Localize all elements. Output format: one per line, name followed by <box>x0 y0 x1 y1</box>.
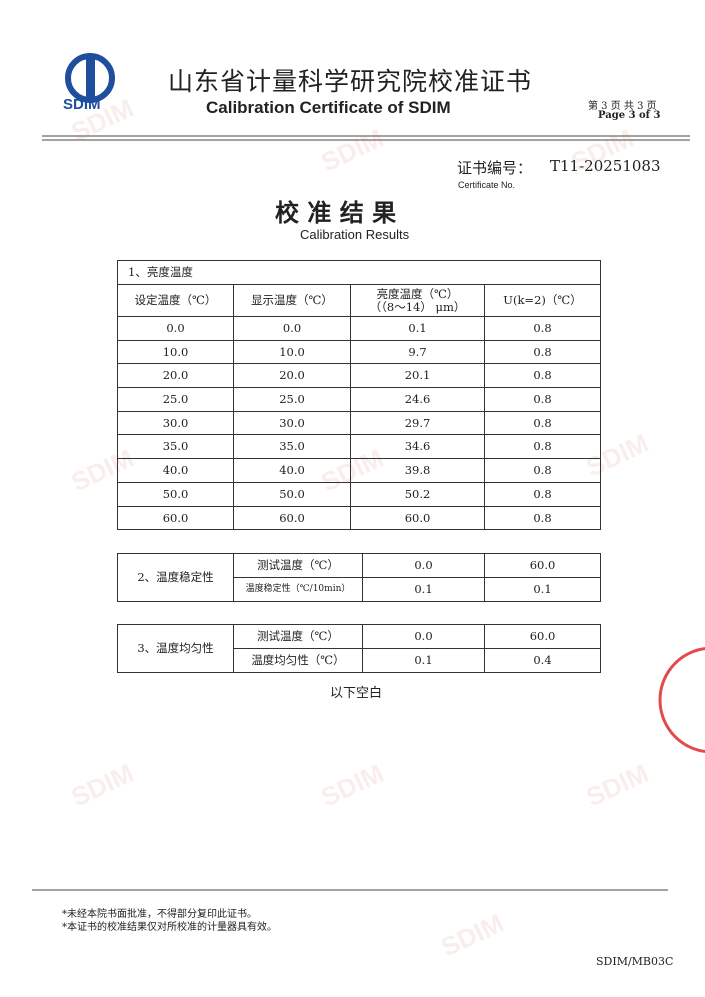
data-row: 25.0 25.0 24.6 0.8 <box>117 387 602 412</box>
cell: 0.0 <box>233 316 351 341</box>
cell: 0.8 <box>483 481 602 507</box>
data-row: 温度稳定性（℃/10min） 0.1 0.1 <box>118 577 601 602</box>
data-row: 60.0 60.0 60.0 0.8 <box>117 505 602 531</box>
header-row: 设定温度（℃） 显示温度（℃） 亮度温度（℃） （（8～14） μm） U(k=2)（℃… <box>117 284 602 317</box>
blank-note: 以下空白 <box>330 686 383 701</box>
data-row: 20.0 20.0 20.1 0.8 <box>117 363 602 389</box>
section-title: 校 准 结 果 <box>275 198 397 227</box>
data-row: 温度均匀性（℃） 0.1 0.4 <box>118 648 601 673</box>
table: 2、温度稳定性 测试温度（℃） 0.0 60.0 温度稳定性（℃/10min） 0.1 0.… <box>117 553 601 602</box>
header-cell: 亮度温度（℃） （（8～14） μm） <box>350 284 485 317</box>
cell: 39.8 <box>350 458 485 483</box>
stamp <box>658 646 705 754</box>
page-cn: 第 3 页 共 3 页 <box>588 101 657 112</box>
header-line: 亮度温度（℃） <box>376 286 459 301</box>
cell: 20.0 <box>117 363 234 389</box>
header-cell: 显示温度（℃） <box>233 284 351 317</box>
page-en: Page 3 of 3 <box>598 110 661 121</box>
footer-note: *未经本院书面批准，不得部分复印此证书。 <box>62 909 257 920</box>
title-row: 1、亮度温度 <box>116 260 602 285</box>
cell: 0.0 <box>362 553 485 578</box>
cell: 温度均匀性（℃） <box>233 648 363 673</box>
cell: 30.0 <box>233 410 351 436</box>
header-cell: 设定温度（℃） <box>117 284 234 317</box>
cell: 0.8 <box>483 505 602 531</box>
data-row: 3、温度均匀性 测试温度（℃） 0.0 60.0 <box>117 624 601 673</box>
cell: 30.0 <box>117 410 234 436</box>
data-row: 10.0 10.0 9.7 0.8 <box>117 339 602 365</box>
cell: 0.0 <box>117 316 234 341</box>
cell: 0.8 <box>483 363 602 389</box>
cell: 温度稳定性（℃/10min） <box>233 577 363 602</box>
cell: 25.0 <box>233 387 351 412</box>
data-row: 2、温度稳定性 测试温度（℃） 0.0 60.0 <box>117 553 601 602</box>
cell: 0.1 <box>350 316 485 341</box>
cell: 50.2 <box>350 481 485 507</box>
cell: 10.0 <box>117 339 234 365</box>
cell: 60.0 <box>233 505 351 531</box>
title-cn: 山东省计量科学研究院校准证书 <box>168 67 533 96</box>
logo <box>65 53 115 103</box>
cell: 29.7 <box>350 410 485 436</box>
cell: 20.1 <box>350 363 485 389</box>
cell: 34.6 <box>350 434 485 460</box>
cell: 0.8 <box>483 410 602 436</box>
cell: 60.0 <box>484 624 601 649</box>
cert-label: 证书编号： <box>457 159 533 177</box>
table: 1、亮度温度 设定温度（℃） 显示温度（℃） 亮度温度（℃） （（8～14） μm） U(… <box>116 260 602 531</box>
cell: 35.0 <box>117 434 234 460</box>
cell: 0.8 <box>483 316 602 341</box>
cell: 0.8 <box>483 434 602 460</box>
cell: 60.0 <box>484 553 601 578</box>
header-line: （（8～14） μm） <box>369 299 466 314</box>
cell: 40.0 <box>233 458 351 483</box>
cell: 60.0 <box>350 505 485 531</box>
cell: 0.8 <box>483 339 602 365</box>
cell: 0.8 <box>483 458 602 483</box>
row-label: 3、温度均匀性 <box>117 624 234 673</box>
cell: 10.0 <box>233 339 351 365</box>
title-en: Calibration Certificate of SDIM <box>206 98 451 117</box>
cell: 60.0 <box>117 505 234 531</box>
cell: 测试温度（℃） <box>233 553 363 578</box>
cell: 0.1 <box>362 577 485 602</box>
table-title: 1、亮度温度 <box>116 260 602 285</box>
cell: 40.0 <box>117 458 234 483</box>
data-row: 30.0 30.0 29.7 0.8 <box>117 410 602 436</box>
cell: 50.0 <box>233 481 351 507</box>
cell: 20.0 <box>233 363 351 389</box>
data-row: 40.0 40.0 39.8 0.8 <box>117 458 602 483</box>
cell: 24.6 <box>350 387 485 412</box>
cell: 50.0 <box>117 481 234 507</box>
cell: 0.0 <box>362 624 485 649</box>
data-row: 35.0 35.0 34.6 0.8 <box>117 434 602 460</box>
cell: 9.7 <box>350 339 485 365</box>
cell: 0.8 <box>483 387 602 412</box>
cell: 0.4 <box>484 648 601 673</box>
data-row: 0.0 0.0 0.1 0.8 <box>117 316 602 341</box>
row-label: 2、温度稳定性 <box>117 553 234 602</box>
cell: 35.0 <box>233 434 351 460</box>
table: 3、温度均匀性 测试温度（℃） 0.0 60.0 温度均匀性（℃） 0.1 0.4 <box>117 624 601 673</box>
cert-label-en: Certificate No. <box>458 180 516 190</box>
logo-text: SDIM <box>63 96 101 113</box>
cell: 测试温度（℃） <box>233 624 363 649</box>
footer-note: *本证书的校准结果仅对所校准的计量器具有效。 <box>62 922 277 933</box>
cell: 0.1 <box>362 648 485 673</box>
cell: 0.1 <box>484 577 601 602</box>
header-cell: U(k=2)（℃） <box>483 284 602 317</box>
data-row: 50.0 50.0 50.2 0.8 <box>117 481 602 507</box>
cert-no: T11-20251083 <box>550 157 661 175</box>
form-code: SDIM/MB03C <box>596 955 674 968</box>
cell: 25.0 <box>117 387 234 412</box>
section-title-en: Calibration Results <box>300 227 410 242</box>
